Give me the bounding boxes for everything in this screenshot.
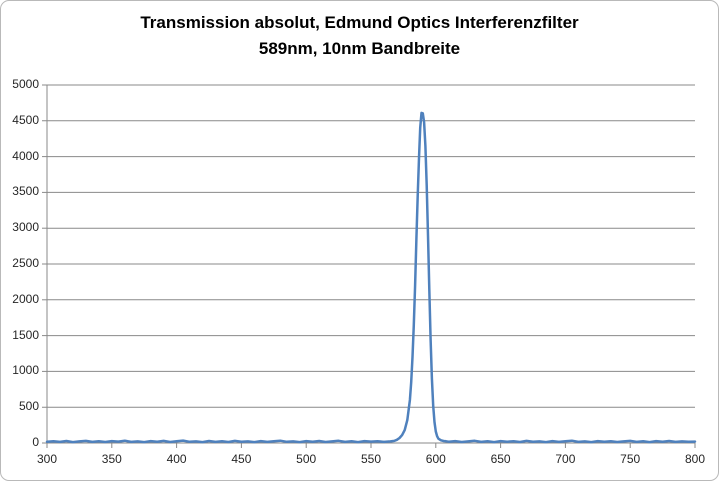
y-axis-tick-label: 2500 [12,256,39,270]
y-axis-tick-label: 3000 [12,220,39,235]
x-axis-tick-label: 550 [360,452,382,466]
y-axis-tick-label: 1000 [12,363,39,378]
x-axis-tick-label: 700 [555,452,576,466]
y-axis-tick-label: 0 [32,435,39,449]
y-axis-tick-label: 500 [18,399,39,414]
y-axis-tick-label: 1500 [12,327,39,342]
chart-title-line-1: Transmission absolut, Edmund Optics Inte… [140,13,579,32]
x-axis-tick-label: 400 [166,452,187,466]
x-axis-tick-label: 350 [101,452,122,466]
x-axis-tick-label: 650 [490,452,511,466]
chart-title-line-2: 589nm, 10nm Bandbreite [258,39,461,59]
x-axis-tick-label: 600 [425,452,446,466]
x-axis-tick-label: 750 [620,452,641,466]
x-axis-tick-label: 500 [296,452,317,466]
x-axis-tick-label: 800 [684,452,706,466]
x-axis-tick-label: 450 [231,452,252,466]
x-axis-tick-label: 300 [36,452,58,466]
series-line-transmission [45,111,697,444]
y-axis-tick-label: 5000 [12,77,39,91]
chart-title: Transmission absolut, Edmund Optics Inte… [1,10,718,63]
y-axis-tick-label: 4000 [12,148,39,163]
y-axis-tick-label: 4500 [12,112,39,127]
y-axis-tick-label: 3500 [12,184,39,199]
y-axis-tick-label: 2000 [12,291,39,306]
